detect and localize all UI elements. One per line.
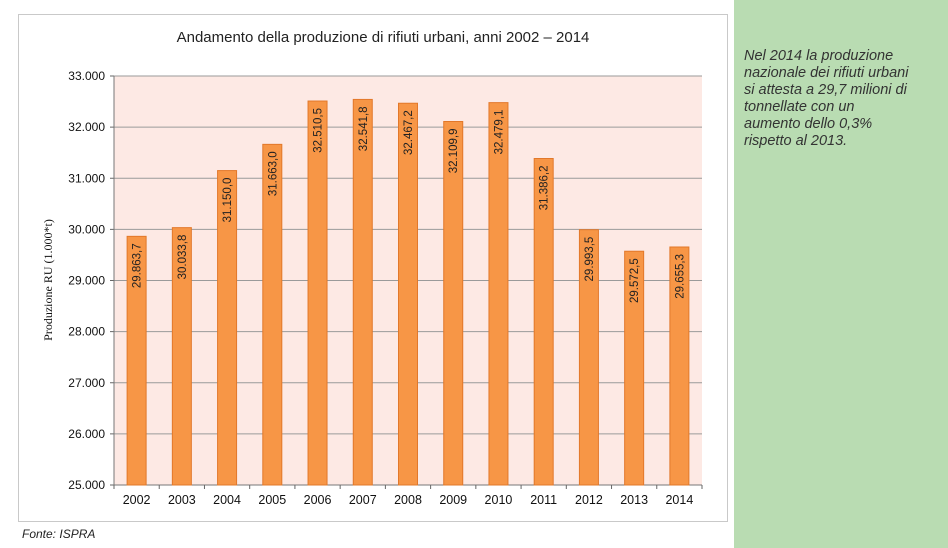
y-tick-label: 27.000 [68,376,105,390]
bar-2010 [488,102,509,486]
x-tick-label: 2008 [394,493,422,507]
bar-2005 [262,143,283,486]
x-tick-label: 2011 [530,493,557,507]
chart-title: Andamento della produzione di rifiuti ur… [177,29,590,46]
bar-2008 [398,102,418,486]
sidebar-text: Nel 2014 la produzione nazionale dei rif… [744,48,909,149]
bar-2002 [126,235,147,486]
data-label: 29.993,5 [584,237,596,282]
x-tick-label: 2002 [123,493,151,507]
bar-2011 [533,158,554,486]
y-tick-label: 25.000 [68,478,105,492]
source-note: Fonte: ISPRA [22,527,96,541]
data-label: 32.467,2 [403,110,415,155]
y-tick-label: 29.000 [68,274,105,288]
bar-2003 [171,227,192,486]
y-tick-label: 31.000 [68,171,105,185]
y-tick-label: 30.000 [68,222,105,236]
bar-2009 [443,121,464,486]
bar-2013 [624,250,645,486]
y-tick-label: 26.000 [68,427,105,441]
x-tick-label: 2005 [258,493,286,507]
data-label: 31.663,0 [267,151,279,196]
bar-2007 [352,98,373,486]
x-tick-label: 2009 [439,493,467,507]
x-tick-label: 2003 [168,493,196,507]
bar-2014 [669,246,690,486]
data-label: 31.386,2 [539,166,551,211]
x-tick-label: 2012 [575,493,603,507]
chart-frame: 25.000 26.000 27.000 28.000 29.000 30.000 31.0… [18,14,728,522]
data-label: 32.510,5 [313,108,325,153]
bar-2012 [578,229,599,486]
data-label: 29.863,7 [132,243,144,288]
data-label: 31.150,0 [222,178,234,223]
y-tick-label: 28.000 [68,325,105,339]
data-label: 29.655,3 [674,254,686,299]
data-label: 30.033,8 [177,235,189,280]
bar-chart: 25.000 26.000 27.000 28.000 29.000 30.000 31.0… [41,29,703,507]
data-label: 32.541,8 [358,106,370,151]
data-label: 32.109,9 [448,129,460,174]
x-tick-label: 2006 [304,493,332,507]
x-tick-label: 2013 [620,493,648,507]
y-tick-label: 33.000 [68,69,105,83]
bar-2006 [307,100,328,486]
sidebar-panel: Nel 2014 la produzione nazionale dei rif… [734,0,948,548]
bar-2004 [217,170,238,486]
x-tick-label: 2014 [665,493,693,507]
x-tick-label: 2007 [349,493,377,507]
y-axis-label: Produzione RU (1.000*t) [41,219,55,341]
data-label: 32.479,1 [493,110,505,155]
x-tick-label: 2010 [485,493,513,507]
y-tick-label: 32.000 [68,120,105,134]
data-label: 29.572,5 [629,258,641,303]
x-tick-label: 2004 [213,493,241,507]
